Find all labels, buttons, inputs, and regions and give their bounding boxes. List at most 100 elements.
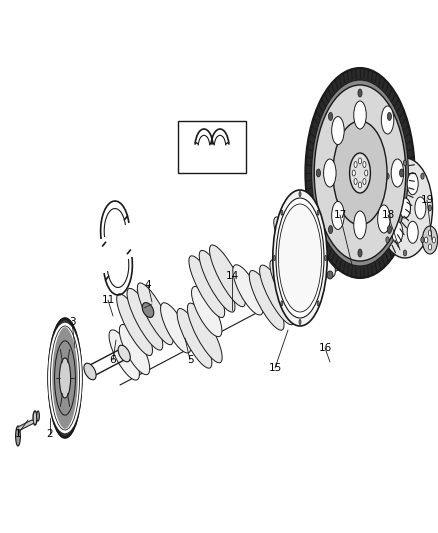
Ellipse shape (350, 153, 371, 193)
Ellipse shape (60, 358, 71, 398)
Ellipse shape (387, 225, 392, 233)
Ellipse shape (56, 345, 74, 411)
Ellipse shape (270, 260, 305, 319)
Ellipse shape (58, 354, 72, 402)
Ellipse shape (358, 249, 362, 257)
Ellipse shape (299, 319, 301, 325)
Ellipse shape (354, 211, 366, 239)
Ellipse shape (109, 330, 139, 380)
Ellipse shape (84, 363, 96, 380)
Text: 16: 16 (318, 343, 332, 353)
Text: 11: 11 (101, 295, 115, 305)
Ellipse shape (354, 179, 357, 184)
Text: 5: 5 (187, 355, 193, 365)
Text: 14: 14 (226, 271, 239, 281)
Ellipse shape (421, 237, 424, 243)
Ellipse shape (424, 237, 428, 243)
Ellipse shape (312, 80, 408, 266)
Ellipse shape (305, 68, 415, 278)
Text: 17: 17 (333, 210, 346, 220)
Ellipse shape (333, 121, 387, 225)
Ellipse shape (428, 230, 432, 236)
Text: 2: 2 (47, 429, 53, 439)
Ellipse shape (386, 173, 389, 179)
Ellipse shape (407, 173, 418, 195)
Ellipse shape (177, 309, 212, 368)
Ellipse shape (325, 216, 356, 266)
Ellipse shape (317, 210, 319, 215)
Ellipse shape (399, 169, 404, 177)
Ellipse shape (432, 237, 435, 243)
Ellipse shape (260, 265, 294, 325)
Ellipse shape (53, 336, 77, 421)
Ellipse shape (127, 288, 163, 350)
Ellipse shape (315, 221, 346, 271)
Ellipse shape (51, 327, 79, 430)
Ellipse shape (358, 182, 361, 188)
Ellipse shape (407, 221, 418, 243)
Ellipse shape (281, 301, 283, 306)
Ellipse shape (305, 227, 336, 277)
Ellipse shape (249, 271, 284, 330)
Ellipse shape (49, 322, 81, 434)
Ellipse shape (299, 191, 301, 197)
Ellipse shape (209, 245, 245, 306)
Ellipse shape (392, 173, 403, 195)
Ellipse shape (428, 244, 432, 250)
Ellipse shape (138, 283, 173, 345)
Ellipse shape (189, 256, 225, 318)
Ellipse shape (191, 286, 222, 337)
Ellipse shape (415, 197, 426, 219)
Ellipse shape (57, 350, 73, 407)
Text: 18: 18 (381, 210, 395, 220)
Ellipse shape (273, 255, 276, 261)
Ellipse shape (327, 271, 333, 279)
Ellipse shape (422, 226, 438, 254)
Ellipse shape (332, 117, 344, 144)
Ellipse shape (16, 426, 21, 446)
Ellipse shape (324, 159, 336, 187)
Ellipse shape (384, 197, 395, 219)
Text: 3: 3 (69, 317, 75, 327)
Ellipse shape (119, 325, 150, 375)
Ellipse shape (199, 251, 235, 312)
Ellipse shape (378, 205, 382, 211)
Text: 1: 1 (15, 429, 21, 439)
Ellipse shape (325, 255, 327, 261)
Ellipse shape (281, 210, 283, 215)
Ellipse shape (358, 89, 362, 97)
Ellipse shape (378, 158, 432, 258)
Ellipse shape (386, 237, 389, 243)
Ellipse shape (279, 204, 321, 312)
Ellipse shape (37, 411, 39, 421)
Ellipse shape (187, 303, 222, 363)
Ellipse shape (274, 217, 308, 277)
Ellipse shape (233, 265, 263, 315)
Ellipse shape (276, 198, 324, 318)
Ellipse shape (317, 301, 319, 306)
Ellipse shape (52, 331, 78, 425)
Text: 6: 6 (110, 355, 117, 365)
Ellipse shape (314, 85, 406, 261)
Ellipse shape (387, 112, 392, 120)
Ellipse shape (378, 205, 390, 233)
Ellipse shape (352, 170, 355, 176)
Ellipse shape (403, 160, 406, 166)
Bar (178, 121, 246, 173)
Text: 15: 15 (268, 363, 282, 373)
Ellipse shape (403, 250, 406, 256)
Ellipse shape (365, 170, 368, 176)
Ellipse shape (354, 101, 366, 129)
Ellipse shape (48, 318, 82, 438)
Ellipse shape (117, 294, 152, 356)
Ellipse shape (358, 158, 361, 164)
Ellipse shape (363, 179, 366, 184)
Ellipse shape (354, 161, 357, 167)
Ellipse shape (161, 303, 191, 353)
Ellipse shape (391, 159, 404, 187)
Ellipse shape (328, 225, 333, 233)
Ellipse shape (273, 190, 327, 326)
Ellipse shape (118, 345, 130, 362)
Text: 4: 4 (145, 280, 151, 290)
Ellipse shape (328, 112, 333, 120)
